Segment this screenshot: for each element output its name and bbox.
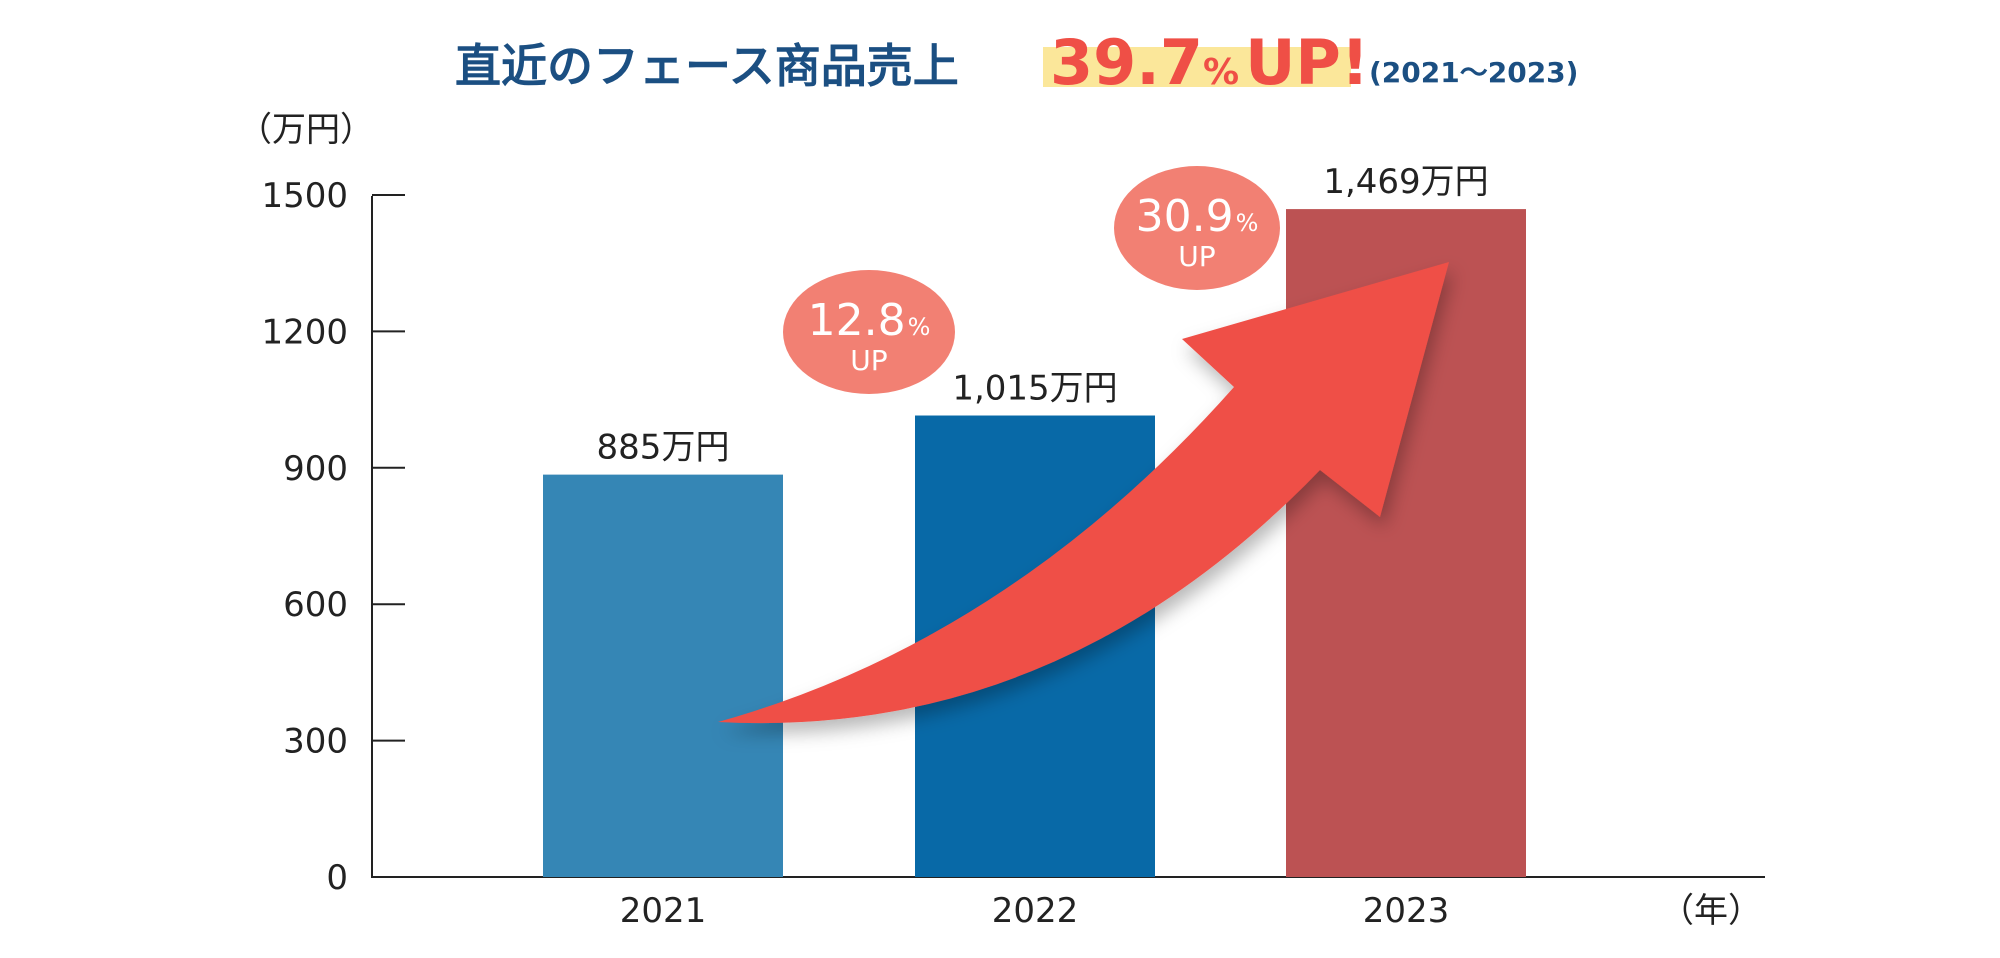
badge-up: UP [1178,240,1215,273]
y-unit-label: （万円） [238,110,374,150]
y-tick-label: 1200 [261,312,348,352]
badge-up: UP [850,344,887,377]
badge-value: 12.8% [808,295,931,346]
x-tick-label: 2023 [1363,891,1450,931]
x-unit-label: （年） [1660,891,1762,931]
value-labels: 885万円 1,015万円 1,469万円 [597,162,1489,468]
chart-title: 直近のフェース商品売上 [455,39,959,93]
y-axis-ticks: 0 300 600 900 1200 1500 [261,176,405,898]
bar-value-label: 885万円 [597,428,730,468]
bar-2021 [543,474,783,877]
highlight-text: 39.7%UP! [1050,26,1369,99]
badge-number: 30.9 [1136,191,1234,242]
growth-badge-2022: 12.8% UP [783,270,955,394]
bar-value-label: 1,015万円 [952,369,1117,409]
growth-badge-2023: 30.9% UP [1114,166,1280,290]
badge-bubble [783,270,955,394]
badge-number: 12.8 [808,295,906,346]
bar-value-label: 1,469万円 [1323,162,1488,202]
badge-value: 30.9% [1136,191,1259,242]
y-tick-label: 600 [283,585,348,625]
x-tick-label: 2022 [992,891,1079,931]
highlight-underline [1043,47,1351,87]
badge-bubble [1114,166,1280,290]
highlight-number: 39.7 [1050,26,1203,99]
badge-percent: % [1236,209,1259,237]
badge-percent: % [908,313,931,341]
growth-arrow [718,262,1449,724]
highlight-percent: % [1203,52,1239,93]
y-tick-label: 0 [326,858,348,898]
x-axis-labels: 2021 2022 2023 [620,891,1450,931]
highlight-up: UP! [1245,26,1369,99]
y-tick-label: 900 [283,449,348,489]
y-tick-label: 300 [283,722,348,762]
period-text: (2021〜2023) [1369,56,1578,89]
y-tick-label: 1500 [261,176,348,216]
x-tick-label: 2021 [620,891,707,931]
